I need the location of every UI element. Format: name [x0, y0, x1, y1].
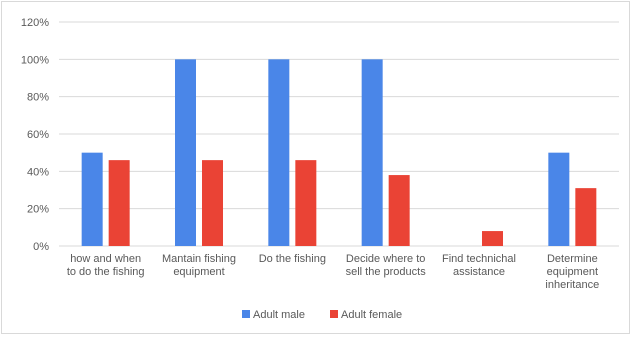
y-tick-label: 0%	[33, 241, 49, 253]
x-tick-label: Mantain fishing equipment	[162, 253, 236, 278]
legend-swatch	[242, 310, 250, 318]
bar-adult-female	[388, 175, 410, 246]
bar-adult-male	[81, 152, 103, 246]
bar-adult-female	[482, 231, 503, 246]
bar-adult-female	[575, 188, 597, 246]
y-tick-label: 60%	[27, 129, 49, 141]
bar-chart: 0% 20% 40% 60% 80% 100% 120% how and when to do …	[21, 17, 619, 321]
legend-swatch	[330, 310, 338, 318]
x-tick-label: Decide where to sell the products	[346, 253, 427, 278]
x-tick-label: Determine equipment inheritance	[545, 253, 599, 291]
bar-adult-male	[361, 59, 383, 247]
bar-adult-male	[268, 59, 290, 247]
y-tick-label: 80%	[27, 92, 49, 104]
y-tick-label: 20%	[27, 204, 49, 216]
x-tick-label: how and when to do the fishing	[67, 253, 145, 278]
x-tick-label: Find technichal assistance	[442, 253, 516, 278]
bar-adult-female	[295, 160, 317, 246]
bar-adult-female	[202, 160, 223, 246]
y-tick-label: 100%	[21, 54, 49, 66]
y-tick-label: 120%	[21, 17, 49, 29]
bar-adult-female	[108, 160, 130, 246]
x-tick-label: Do the fishing	[259, 253, 326, 265]
bar-adult-male	[175, 59, 196, 247]
y-tick-label: 40%	[27, 166, 49, 178]
legend-label: Adult female	[341, 309, 402, 321]
bar-adult-male	[548, 152, 570, 246]
legend-label: Adult male	[253, 309, 305, 321]
